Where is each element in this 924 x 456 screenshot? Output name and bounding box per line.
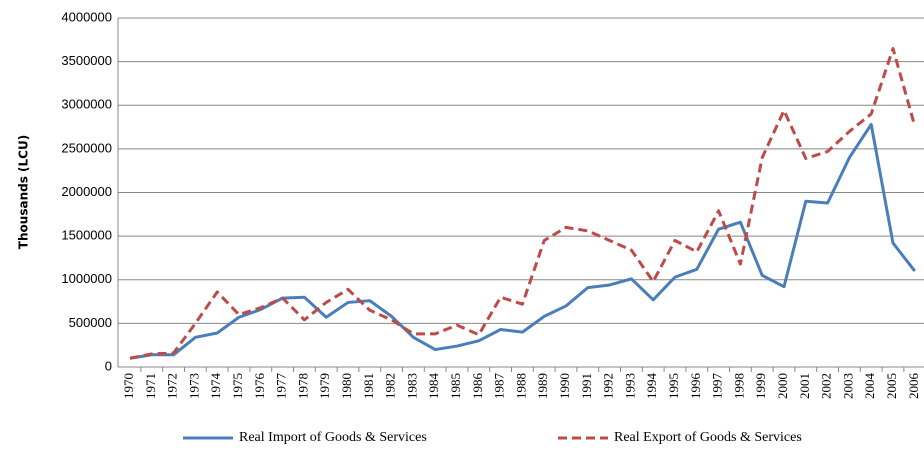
x-tick-label: 1977	[274, 373, 289, 400]
y-tick-label: 4000000	[61, 9, 112, 24]
series-line	[129, 47, 917, 360]
x-tick-label: 1990	[557, 373, 572, 399]
x-tick-label: 1978	[295, 373, 310, 399]
x-tick-label: 1982	[383, 373, 398, 399]
x-tick-label: 1973	[186, 373, 201, 399]
x-tick-label: 1983	[404, 373, 419, 399]
y-axis-label: Thousands (LCU)	[17, 135, 31, 249]
y-tick-label: 1000000	[61, 271, 112, 286]
x-tick-label: 2003	[840, 373, 855, 399]
x-tick-label: 1976	[252, 373, 267, 400]
x-tick-label: 1987	[492, 373, 507, 400]
x-tick-label: 1974	[208, 373, 223, 400]
series-line	[129, 122, 916, 360]
x-tick-label: 1985	[448, 373, 463, 399]
x-tick-label: 1996	[688, 373, 703, 400]
x-tick-label: 1981	[361, 373, 376, 399]
x-tick-label: 2004	[862, 373, 877, 400]
y-tick-label: 500000	[69, 315, 112, 330]
x-tick-label: 1979	[317, 373, 332, 399]
x-tick-label: 1998	[731, 373, 746, 399]
x-tick-label: 1972	[165, 373, 180, 399]
x-tick-label: 1994	[644, 373, 659, 400]
y-tick-label: 3000000	[61, 97, 112, 112]
x-tick-label: 1999	[753, 373, 768, 399]
x-tick-label: 2005	[884, 373, 899, 399]
x-tick-label: 1971	[143, 373, 158, 399]
y-tick-label: 0	[105, 358, 112, 373]
x-tick-label: 1989	[535, 373, 550, 399]
x-tick-label: 1997	[710, 373, 725, 400]
x-tick-label: 1986	[470, 373, 485, 400]
x-tick-label: 1975	[230, 373, 245, 399]
legend-label: Real Import of Goods & Services	[239, 430, 427, 445]
x-tick-label: 2002	[819, 373, 834, 399]
y-tick-label: 3500000	[61, 53, 112, 68]
x-tick-label: 1970	[121, 373, 136, 399]
x-tick-label: 1980	[339, 373, 354, 399]
legend-label: Real Export of Goods & Services	[614, 430, 802, 445]
x-tick-label: 1988	[513, 373, 528, 399]
y-tick-label: 1500000	[61, 228, 112, 243]
x-tick-label: 1995	[666, 373, 681, 399]
y-tick-label: 2500000	[61, 140, 112, 155]
x-tick-label: 2000	[775, 373, 790, 399]
x-tick-label: 2001	[797, 373, 812, 399]
x-tick-label: 2006	[906, 373, 921, 400]
x-tick-label: 1984	[426, 373, 441, 400]
x-tick-label: 1992	[601, 373, 616, 399]
y-tick-label: 2000000	[61, 184, 112, 199]
x-tick-label: 1991	[579, 373, 594, 399]
x-tick-label: 1993	[622, 373, 637, 399]
